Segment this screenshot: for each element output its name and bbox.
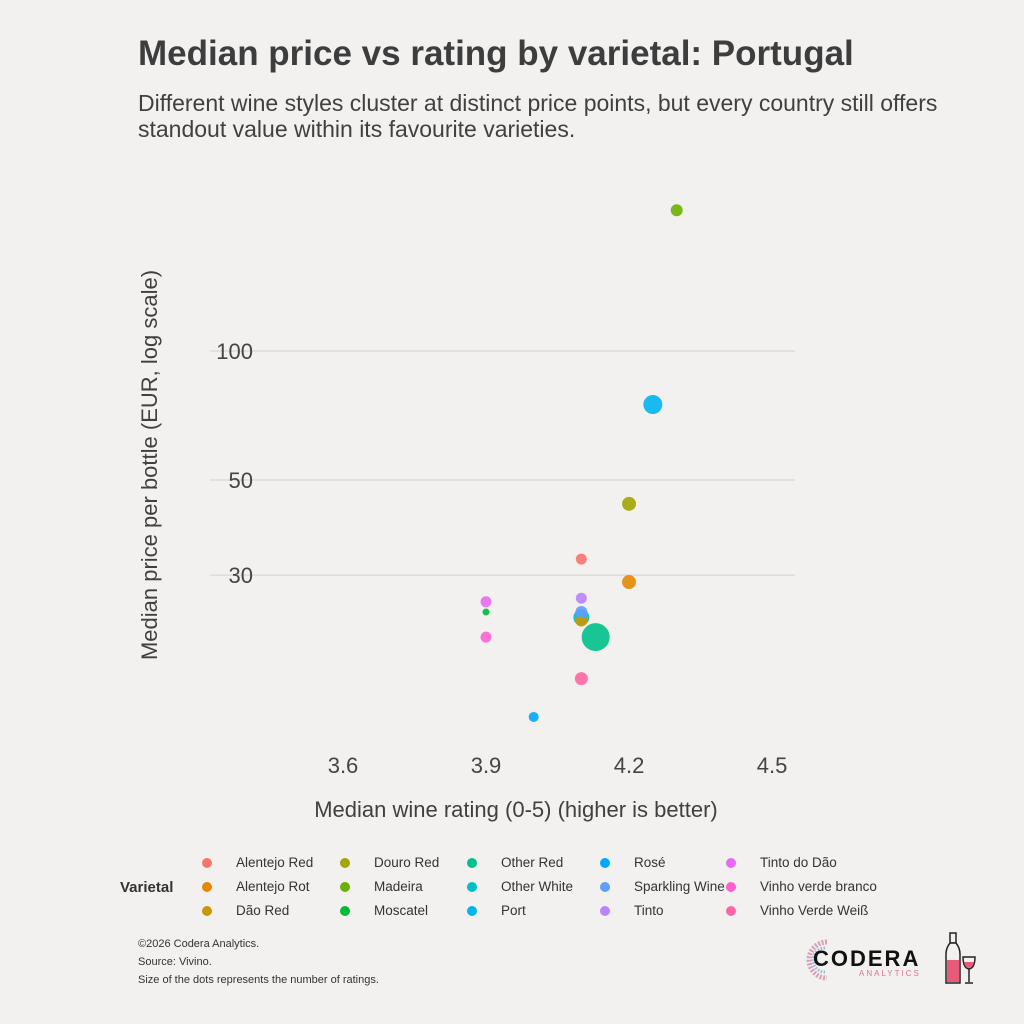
caption: ©2026 Codera Analytics. Source: Vivino. … [138, 935, 379, 989]
source: Source: Vivino. [138, 956, 212, 968]
legend-dot-icon [600, 906, 610, 916]
legend-item: Vinho Verde Weiß [726, 903, 869, 918]
point-ros- [528, 711, 539, 722]
codera-logo: CODERA ANALYTICS [803, 938, 921, 983]
legend-dot-icon [726, 882, 736, 892]
logo-subtext: ANALYTICS [859, 969, 921, 978]
size-note: Size of the dots represents the number o… [138, 974, 379, 986]
logo-swirl-icon [806, 939, 828, 981]
legend-dot-icon [726, 906, 736, 916]
legend-item: Rosé [600, 855, 666, 870]
point-d-o-red [575, 614, 588, 627]
legend-dot-icon [600, 858, 610, 868]
legend-item: Tinto [600, 903, 664, 918]
x-tick-label: 3.9 [471, 753, 502, 778]
legend-dot-icon [202, 906, 212, 916]
legend-label: Tinto [634, 903, 664, 918]
point-other-red [581, 623, 610, 652]
point-sparkling-wine [575, 606, 588, 619]
legend-label: Sparkling Wine [634, 879, 725, 894]
x-tick-label: 3.6 [328, 753, 359, 778]
legend-dot-icon [467, 882, 477, 892]
point-moscatel [482, 608, 490, 616]
legend-item: Madeira [340, 879, 423, 894]
chart-title: Median price vs rating by varietal: Port… [138, 34, 854, 73]
legend-label: Other White [501, 879, 574, 894]
legend-label: Alentejo Rot [236, 879, 310, 894]
legend-label: Dão Red [236, 903, 290, 918]
legend-item: Alentejo Rot [202, 879, 310, 894]
point-port [643, 395, 663, 415]
point-tinto-do-d-o [480, 596, 492, 608]
legend-item: Other White [467, 879, 574, 894]
legend-label: Alentejo Red [236, 855, 314, 870]
legend-label: Port [501, 903, 526, 918]
legend-title: Varietal [120, 879, 174, 896]
x-axis-label: Median wine rating (0-5) (higher is bett… [314, 797, 718, 822]
logo-text: CODERA [813, 946, 921, 971]
legend-dot-icon [340, 906, 350, 916]
scatter-plot: 30 50 100 3.6 3.9 4.2 4.5 Median wine rating … [137, 204, 795, 822]
y-tick-label: 100 [216, 339, 253, 364]
legend-item: Tinto do Dão [726, 855, 837, 870]
legend-dot-icon [467, 858, 477, 868]
legend-dot-icon [726, 858, 736, 868]
legend-label: Other Red [501, 855, 564, 870]
point-madeira [670, 204, 683, 217]
point-douro-red [622, 496, 637, 511]
point-vinho-verde-wei- [574, 672, 588, 686]
copyright: ©2026 Codera Analytics. [138, 938, 260, 950]
y-axis-label: Median price per bottle (EUR, log scale) [137, 270, 162, 660]
chart-subtitle: Different wine styles cluster at distinc… [138, 90, 938, 142]
point-alentejo-rot [622, 575, 637, 590]
legend-dot-icon [340, 882, 350, 892]
legend-item: Alentejo Red [202, 855, 314, 870]
legend-item: Douro Red [340, 855, 440, 870]
legend-dot-icon [600, 882, 610, 892]
legend-item: Dão Red [202, 903, 290, 918]
point-tinto [575, 592, 587, 604]
legend-label: Vinho verde branco [760, 879, 877, 894]
legend-item: Other Red [467, 855, 564, 870]
legend-label: Madeira [374, 879, 423, 894]
legend-item: Port [467, 903, 526, 918]
point-vinho-verde-branco [480, 631, 492, 643]
legend-label: Rosé [634, 855, 666, 870]
wine-bottle-icon [945, 932, 976, 984]
legend-label: Douro Red [374, 855, 440, 870]
legend-label: Vinho Verde Weiß [760, 903, 869, 918]
legend-item: Vinho verde branco [726, 879, 877, 894]
legend-dot-icon [340, 858, 350, 868]
x-tick-label: 4.2 [614, 753, 645, 778]
legend-item: Moscatel [340, 903, 429, 918]
y-tick-label: 30 [229, 563, 253, 588]
legend-dot-icon [202, 858, 212, 868]
y-tick-label: 50 [229, 468, 253, 493]
x-tick-label: 4.5 [757, 753, 788, 778]
legend-dot-icon [202, 882, 212, 892]
point-alentejo-red [575, 553, 587, 565]
legend-label: Moscatel [374, 903, 429, 918]
legend-item: Sparkling Wine [600, 879, 725, 894]
legend-label: Tinto do Dão [760, 855, 837, 870]
legend-dot-icon [467, 906, 477, 916]
